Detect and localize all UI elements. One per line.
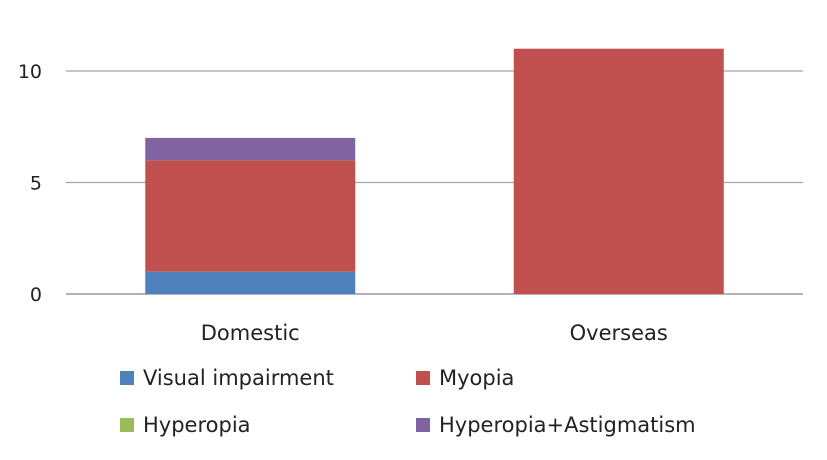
- y-tick-label: 10: [18, 61, 42, 83]
- bar-segment-visual-impairment-domestic: [145, 271, 356, 294]
- legend-swatch: [416, 418, 430, 432]
- bar-segment-hyperopia-astigmatism-domestic: [145, 137, 356, 161]
- legend-label: Hyperopia+Astigmatism: [439, 413, 696, 437]
- legend-item: Myopia: [416, 366, 514, 390]
- legend-swatch: [120, 371, 134, 385]
- legend-swatch: [120, 418, 134, 432]
- x-axis-categories: Domestic Overseas: [201, 321, 668, 345]
- legend-item: Hyperopia+Astigmatism: [416, 413, 696, 437]
- x-category-label: Overseas: [570, 321, 668, 345]
- legend-swatch: [416, 371, 430, 385]
- bars: [145, 48, 724, 295]
- legend-label: Hyperopia: [143, 413, 251, 437]
- legend-label: Myopia: [439, 366, 515, 390]
- legend-label: Visual impairment: [143, 366, 334, 390]
- legend-item: Visual impairment: [120, 366, 334, 390]
- bar-segment-myopia-overseas: [513, 48, 724, 295]
- x-category-label: Domestic: [201, 321, 300, 345]
- y-tick-label: 5: [30, 173, 42, 195]
- y-tick-label: 0: [30, 284, 42, 306]
- legend-item: Hyperopia: [120, 413, 251, 437]
- bar-segment-myopia-domestic: [145, 160, 356, 272]
- y-axis-ticks: 0 5 10: [18, 61, 42, 306]
